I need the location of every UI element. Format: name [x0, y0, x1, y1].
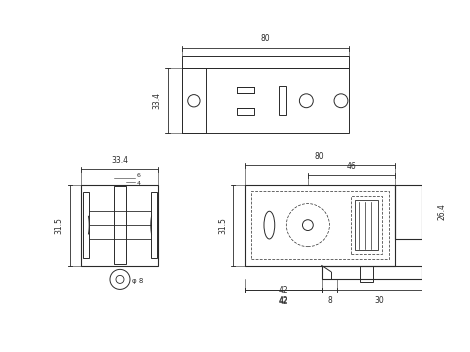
Text: φ 8: φ 8: [132, 278, 143, 284]
Bar: [360, 265, 373, 282]
Text: 80: 80: [261, 34, 270, 43]
Bar: [355, 200, 378, 250]
Text: 42: 42: [278, 286, 288, 295]
Text: 6: 6: [137, 173, 141, 178]
Bar: [395, 185, 422, 239]
Bar: [81, 185, 158, 265]
Text: 30: 30: [375, 296, 384, 305]
Bar: [151, 193, 157, 258]
Text: 46: 46: [346, 162, 356, 171]
Bar: [181, 56, 350, 68]
Bar: [114, 186, 126, 264]
Text: 42: 42: [278, 296, 288, 305]
Bar: [237, 108, 254, 115]
Bar: [181, 68, 350, 133]
Bar: [251, 191, 389, 259]
Text: 42: 42: [278, 297, 288, 306]
Bar: [83, 193, 89, 258]
Text: 33.4: 33.4: [153, 92, 162, 109]
Bar: [322, 265, 422, 279]
Text: 80: 80: [315, 152, 325, 161]
Text: 8: 8: [327, 296, 332, 305]
Text: 31.5: 31.5: [218, 217, 227, 234]
Bar: [279, 86, 286, 115]
Text: 26.4: 26.4: [437, 203, 446, 220]
Text: 31.5: 31.5: [55, 217, 64, 234]
Bar: [351, 196, 382, 254]
Bar: [181, 68, 206, 133]
Text: 33.4: 33.4: [111, 156, 128, 165]
Bar: [237, 87, 254, 93]
Text: 4: 4: [137, 181, 141, 186]
Bar: [245, 185, 395, 265]
